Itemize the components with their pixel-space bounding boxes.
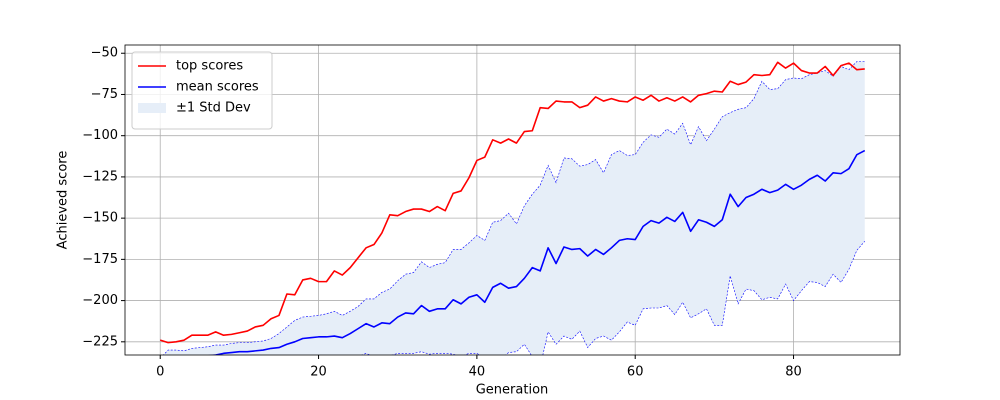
x-tick-label: 80	[785, 365, 802, 380]
legend-box	[131, 51, 273, 130]
y-tick-label: −50	[91, 46, 118, 61]
y-tick-label: −125	[82, 169, 118, 184]
series-line	[159, 61, 865, 344]
x-tick-label: 60	[627, 365, 644, 380]
plot-frame	[124, 44, 901, 356]
y-axis-label: Achieved score	[56, 151, 71, 250]
band-lower-edge	[361, 241, 865, 355]
y-tick-label: −150	[82, 211, 118, 226]
legend-label: ±1 Std Dev	[176, 101, 251, 116]
x-tick-label: 40	[469, 365, 486, 380]
std-band	[163, 61, 865, 355]
legend-label: mean scores	[176, 80, 259, 95]
y-tick-label: −200	[82, 293, 118, 308]
y-tick-label: −175	[82, 252, 118, 267]
legend-swatch	[138, 103, 166, 113]
y-tick-label: −100	[82, 128, 118, 143]
legend-label: top scores	[176, 59, 243, 74]
y-tick-label: −75	[91, 87, 118, 102]
band-upper-edge	[162, 61, 865, 355]
x-tick-label: 20	[310, 365, 327, 380]
series-line	[207, 149, 866, 355]
y-tick-label: −225	[82, 334, 118, 349]
x-axis-label: Generation	[476, 383, 549, 398]
plot-area	[159, 61, 866, 355]
x-tick-label: 0	[156, 365, 164, 380]
